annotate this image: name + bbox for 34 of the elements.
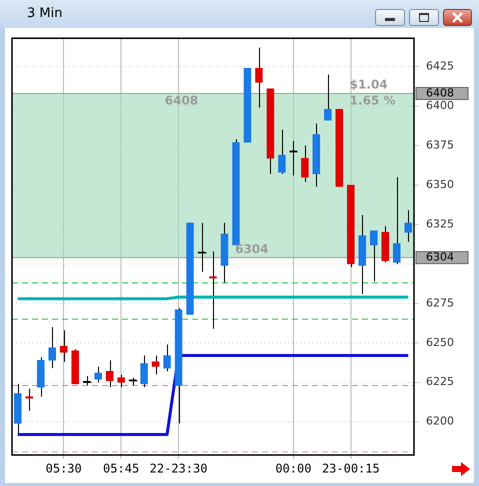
y-tick-label: 6375 [426,138,454,152]
y-tick-label: 6400 [426,98,454,112]
candlestick [163,344,171,372]
candlestick [392,176,401,264]
annotation: 1.65 % [350,94,396,108]
y-tick-label: 6425 [426,59,454,72]
y-tick-label: 6275 [426,296,454,310]
candlestick [370,230,378,282]
y-tick-label: 6200 [426,414,454,428]
y-tick-label: 6225 [426,375,454,388]
chart-title: 3 Min [27,6,62,21]
annotation: 6408 [164,94,198,108]
candlestick [140,355,148,388]
candlestick [404,210,412,242]
candlestick [278,129,286,174]
candlestick [94,366,102,383]
candlestick [324,74,332,121]
candlestick [152,355,160,375]
y-tick-label: 6325 [426,217,454,230]
x-tick-label: 00:00 [275,461,312,476]
x-tick-label: 05:30 [46,461,82,476]
candlestick [106,360,114,388]
ref-line-label: 6304 [426,250,454,264]
candlestick [301,145,309,182]
candlestick [255,47,263,108]
annotation: 6304 [235,242,269,256]
candlestick [48,326,56,369]
ref-line-label: 6408 [426,86,454,100]
y-tick-label: 6250 [426,336,454,349]
candlestick [60,330,68,362]
y-tick-label: 6350 [426,178,454,191]
x-tick-label: 23-00:15 [322,461,380,476]
x-tick-label: 05:45 [103,461,140,476]
x-tick-label: 22-23:30 [150,461,208,476]
